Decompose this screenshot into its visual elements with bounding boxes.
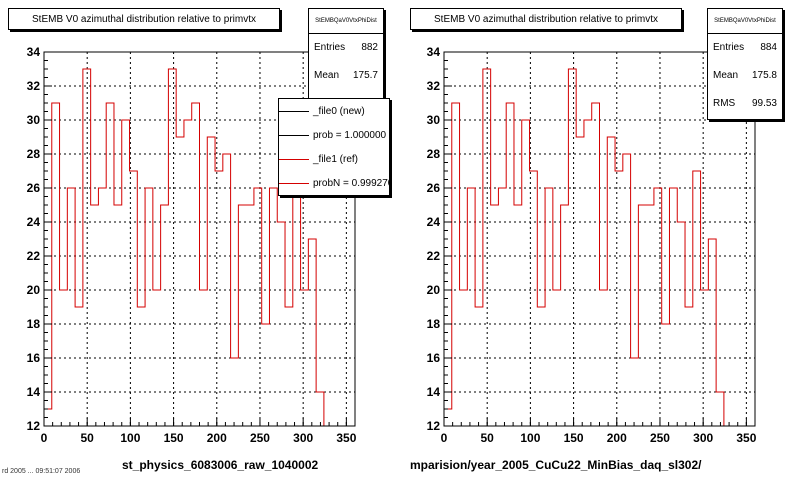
right-y-tick-label: 28 [427, 147, 441, 161]
right-y-tick-label: 32 [427, 79, 441, 93]
legend-label-file1: _file1 (ref) [313, 153, 359, 165]
left-y-tick-label: 34 [27, 45, 41, 59]
left-stats-mean-value: 175.7 [352, 70, 378, 81]
right-x-tick-label: 50 [481, 431, 495, 445]
left-x-tick-label: 200 [207, 431, 227, 445]
right-y-tick-label: 16 [427, 351, 441, 365]
left-x-tick-label: 250 [250, 431, 270, 445]
left-x-tick-label: 300 [293, 431, 313, 445]
left-x-tick-label: 100 [120, 431, 140, 445]
right-x-tick-label: 150 [564, 431, 584, 445]
right-y-tick-label: 18 [427, 317, 441, 331]
legend-swatch-file0 [279, 110, 309, 112]
legend-entry-file0: _file0 (new) [279, 99, 389, 123]
right-y-tick-label: 24 [427, 215, 441, 229]
legend-label-file0: _file0 (new) [313, 105, 365, 117]
right-stats-entries-value: 884 [760, 42, 777, 53]
left-stats-mean-label: Mean [314, 70, 340, 81]
corner-footnote: rd 2005 ... 09:51:07 2006 [2, 468, 81, 475]
left-y-tick-label: 18 [27, 317, 41, 331]
right-stats-entries-row: Entries 884 [708, 34, 782, 62]
right-y-tick-label: 22 [427, 249, 441, 263]
left-y-tick-label: 22 [27, 249, 41, 263]
right-stats-rms-label: RMS [713, 98, 736, 109]
left-y-tick-label: 14 [27, 385, 41, 399]
left-stats-entries-row: Entries 882 [309, 34, 383, 62]
right-stats-mean-row: Mean 175.8 [708, 62, 782, 90]
left-histogram-steps [43, 68, 325, 426]
left-x-axis-label: st_physics_6083006_raw_1040002 [122, 458, 319, 472]
left-y-tick-label: 26 [27, 181, 41, 195]
left-y-tick-label: 20 [27, 283, 41, 297]
right-stats-box: StEMBQaV0VtxPhiDist Entries 884 Mean 175… [707, 8, 783, 120]
left-x-tick-label: 50 [81, 431, 95, 445]
legend-swatch-prob [279, 134, 309, 136]
legend-label-probn: probN = 0.999270 [313, 177, 390, 189]
left-stats-entries-value: 882 [361, 42, 378, 53]
legend-entry-prob: prob = 1.000000 [279, 123, 389, 147]
right-x-tick-label: 200 [607, 431, 627, 445]
right-y-tick-label: 14 [427, 385, 441, 399]
legend-label-prob: prob = 1.000000 [313, 129, 387, 141]
left-stats-box: StEMBQaV0VtxPhiDist Entries 882 Mean 175… [308, 8, 384, 108]
left-legend: _file0 (new) prob = 1.000000 _file1 (ref… [278, 98, 390, 196]
left-stats-mean-row: Mean 175.7 [309, 62, 383, 90]
right-y-tick-label: 20 [427, 283, 441, 297]
right-stats-mean-label: Mean [713, 70, 739, 81]
right-stats-rms-row: RMS 99.53 [708, 90, 782, 118]
right-x-tick-label: 300 [693, 431, 713, 445]
right-x-tick-label: 350 [736, 431, 756, 445]
right-stats-hist-name: StEMBQaV0VtxPhiDist [708, 9, 782, 34]
right-x-axis-label: mparision/year_2005_CuCu22_MinBias_daq_s… [410, 458, 702, 472]
right-histogram-title: StEMB V0 azimuthal distribution relative… [410, 8, 682, 30]
left-stats-entries-label: Entries [314, 42, 346, 53]
right-y-tick-label: 26 [427, 181, 441, 195]
right-y-tick-label: 30 [427, 113, 441, 127]
left-y-tick-label: 12 [27, 419, 41, 433]
left-x-tick-label: 150 [164, 431, 184, 445]
left-y-tick-label: 28 [27, 147, 41, 161]
right-y-tick-label: 34 [427, 45, 441, 59]
right-stats-mean-value: 175.8 [751, 70, 777, 81]
left-y-tick-label: 24 [27, 215, 41, 229]
legend-entry-probn: probN = 0.999270 [279, 171, 389, 195]
right-y-tick-label: 12 [427, 419, 441, 433]
left-y-tick-label: 30 [27, 113, 41, 127]
left-y-tick-label: 16 [27, 351, 41, 365]
right-histogram-steps [443, 68, 725, 426]
legend-entry-file1: _file1 (ref) [279, 147, 389, 171]
right-x-tick-label: 100 [520, 431, 540, 445]
legend-swatch-file1 [279, 158, 309, 160]
left-x-tick-label: 350 [336, 431, 356, 445]
right-stats-rms-value: 99.53 [751, 98, 777, 109]
left-x-tick-label: 0 [41, 431, 48, 445]
right-x-tick-label: 250 [650, 431, 670, 445]
right-x-tick-label: 0 [441, 431, 448, 445]
left-stats-hist-name: StEMBQaV0VtxPhiDist [309, 9, 383, 34]
right-stats-entries-label: Entries [713, 42, 745, 53]
legend-swatch-probn [279, 182, 309, 184]
left-y-tick-label: 32 [27, 79, 41, 93]
left-histogram-title: StEMB V0 azimuthal distribution relative… [8, 8, 280, 30]
